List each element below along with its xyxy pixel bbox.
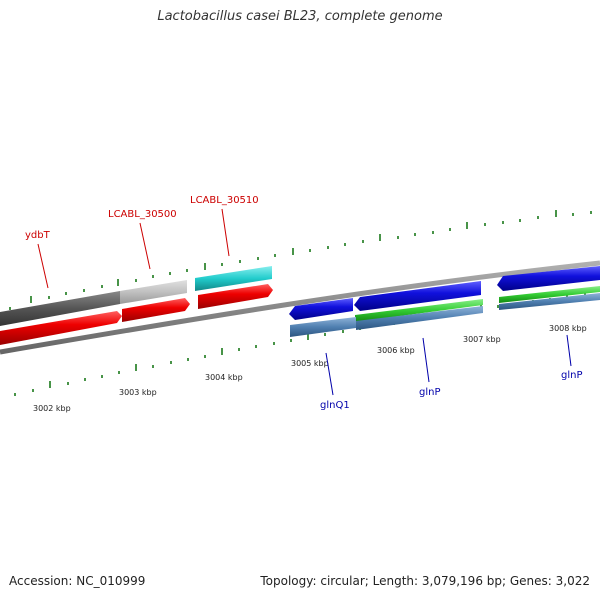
kbp-label-3007: 3007 kbp [463, 335, 501, 344]
kbp-label-3008: 3008 kbp [549, 324, 587, 333]
feature-lcabl-30510-cds [198, 284, 273, 309]
gene-label-lcabl-30510: LCABL_30510 [190, 195, 259, 206]
upper-tick-row [9, 210, 592, 310]
feature-glnP-1 [354, 281, 481, 311]
kbp-label-3004: 3004 kbp [205, 373, 243, 382]
feature-steel-2 [356, 306, 483, 330]
feature-steel-1 [290, 317, 356, 337]
map-title: Lactobacillus casei BL23, complete genom… [157, 9, 443, 24]
red-label-connectors [37, 208, 230, 289]
feature-green-2 [499, 286, 600, 303]
gene-label-glnP-2: glnP [561, 370, 583, 381]
gene-label-ydbT: ydbT [25, 230, 51, 241]
blue-label-connectors [325, 334, 572, 396]
genome-backbone [0, 260, 600, 355]
kbp-label-3003: 3003 kbp [119, 388, 157, 397]
gene-label-glnQ1: glnQ1 [320, 400, 350, 411]
feature-lcabl-30510 [195, 266, 272, 291]
feature-light-grey [120, 280, 187, 304]
feature-ydbT [0, 311, 122, 345]
feature-green-1 [355, 299, 483, 322]
gene-label-lcabl-30500: LCABL_30500 [108, 209, 177, 220]
feature-lcabl-30500 [122, 298, 190, 322]
kbp-label-3005: 3005 kbp [291, 359, 329, 368]
kbp-label-3002: 3002 kbp [33, 404, 71, 413]
topology-label: Topology: circular; Length: 3,079,196 bp… [260, 574, 590, 588]
feature-steel-3 [499, 293, 600, 310]
feature-dark-grey [0, 291, 120, 326]
gene-label-glnP-1: glnP [419, 387, 441, 398]
feature-glnQ1 [289, 298, 353, 320]
feature-glnP-2 [497, 266, 600, 291]
kbp-label-3006: 3006 kbp [377, 346, 415, 355]
accession-label: Accession: NC_010999 [9, 574, 146, 588]
